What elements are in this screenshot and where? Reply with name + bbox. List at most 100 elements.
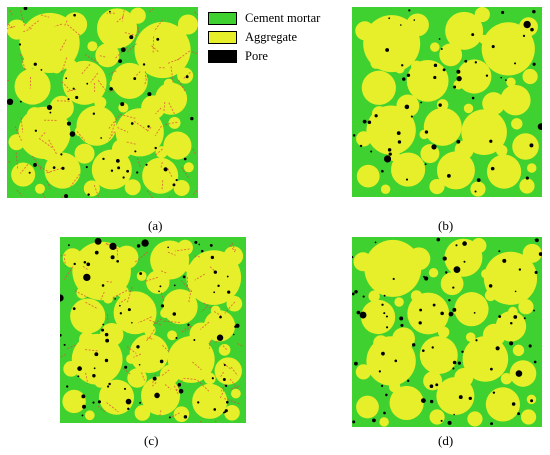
aggregate-particle	[407, 247, 431, 271]
crack-segment	[106, 402, 119, 413]
pore	[142, 63, 146, 66]
pore	[119, 304, 121, 307]
aggregate-particle	[445, 11, 484, 50]
pore	[160, 304, 165, 308]
pore	[440, 311, 444, 316]
crack-segment	[106, 281, 113, 283]
pore	[102, 157, 105, 161]
crack-segment	[119, 298, 126, 304]
pore	[224, 384, 228, 387]
caption-c: (c)	[144, 433, 159, 448]
pore	[193, 339, 196, 341]
caption-b: (b)	[438, 218, 454, 233]
aggregate-particle	[96, 8, 138, 49]
aggregate-particle	[103, 293, 113, 304]
pore	[352, 134, 356, 137]
aggregate-particle	[482, 92, 506, 115]
aggregate-particle	[465, 332, 476, 342]
aggregate-particle	[143, 57, 156, 70]
legend-swatch-pore	[208, 50, 237, 63]
aggregate-particle	[474, 7, 490, 23]
crack-segment	[85, 349, 99, 352]
legend-label-cement-mortar: Cement mortar	[245, 11, 321, 25]
pore	[102, 323, 105, 326]
pore	[104, 358, 109, 363]
crack-segment	[153, 318, 163, 325]
aggregate-particle	[167, 330, 177, 341]
pore	[511, 402, 516, 406]
pore	[522, 34, 526, 38]
pore	[500, 76, 502, 79]
pore	[125, 398, 132, 405]
aggregate-particle	[485, 387, 520, 422]
crack-segment	[70, 173, 81, 187]
pore	[159, 359, 164, 364]
aggregate-particle	[223, 246, 244, 266]
legend-item-aggregate: Aggregate	[208, 28, 320, 47]
crack-segment	[117, 127, 129, 133]
crack-segment	[122, 367, 131, 375]
aggregate-particle	[226, 295, 243, 312]
pore	[18, 43, 22, 46]
crack-segment	[65, 88, 77, 93]
crack-segment	[133, 353, 142, 358]
pore	[367, 120, 372, 125]
aggregate-particle	[111, 138, 133, 160]
crack-segment	[151, 382, 157, 388]
pore	[381, 169, 384, 173]
pore	[387, 148, 392, 152]
pore	[67, 244, 70, 247]
pore	[110, 169, 114, 172]
aggregate-particle	[168, 116, 181, 129]
pore	[33, 163, 37, 167]
crack-segment	[176, 50, 191, 61]
crack-segment	[7, 23, 14, 29]
pore	[123, 387, 127, 390]
aggregate-particle	[440, 272, 464, 296]
pore	[370, 150, 373, 153]
pore	[489, 367, 493, 371]
crack-segment	[181, 325, 189, 333]
aggregate-particle	[486, 154, 522, 189]
pore	[154, 146, 157, 150]
pore	[226, 275, 229, 278]
crack-segment	[74, 290, 89, 299]
pore	[456, 76, 462, 82]
pore	[402, 77, 406, 81]
panel-d-image	[352, 237, 542, 427]
aggregate-particle	[22, 57, 35, 70]
pore	[108, 10, 111, 13]
pore	[457, 361, 461, 365]
pore	[194, 240, 198, 244]
pore	[223, 363, 226, 367]
pore	[438, 38, 441, 40]
pore	[406, 73, 411, 77]
aggregate-particle	[512, 133, 539, 160]
pore	[422, 275, 425, 278]
pore	[66, 121, 72, 126]
pore	[40, 68, 43, 71]
pore	[476, 178, 481, 183]
pore	[100, 137, 102, 139]
aggregate-particle	[70, 298, 106, 334]
pore	[152, 376, 157, 381]
pore	[374, 241, 377, 244]
pore	[485, 74, 489, 77]
pore	[461, 350, 464, 353]
pore	[46, 104, 53, 111]
crack-segment	[154, 148, 163, 156]
aggregate-particle	[14, 68, 51, 105]
aggregate-particle	[522, 243, 542, 263]
pore	[424, 130, 429, 134]
pore	[474, 61, 477, 64]
crack-segment	[38, 138, 53, 148]
pore	[433, 75, 437, 80]
crack-segment	[108, 115, 120, 129]
pore	[114, 298, 116, 300]
aggregate-particle	[436, 99, 449, 111]
pore	[139, 272, 143, 275]
pore	[356, 310, 361, 315]
crack-segment	[161, 180, 164, 191]
aggregate-particle	[129, 334, 169, 374]
pore	[501, 10, 505, 15]
